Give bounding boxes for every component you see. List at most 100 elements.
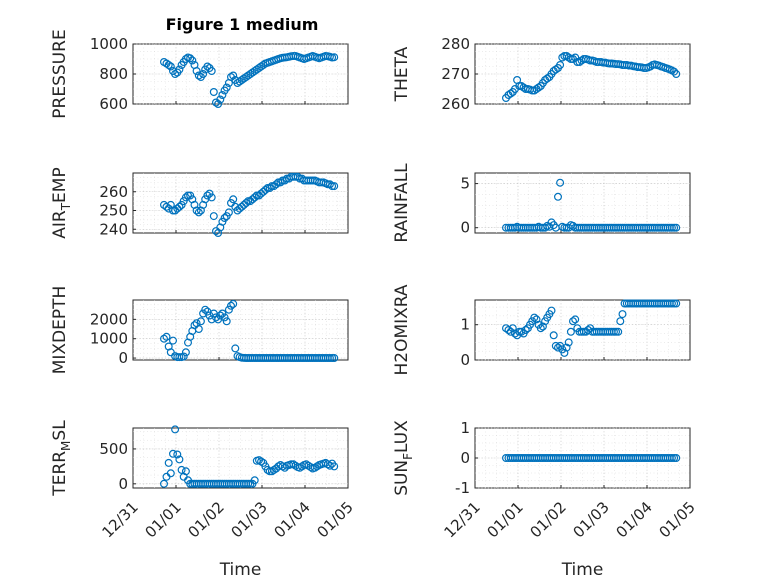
data-point	[192, 66, 201, 75]
data-point	[175, 202, 184, 211]
data-point	[162, 332, 171, 341]
data-point	[325, 180, 334, 189]
subplot-rainfall: 0 5 RAINFALL	[392, 163, 691, 243]
data-point	[216, 311, 225, 320]
data-point	[667, 454, 676, 463]
data-point	[175, 455, 184, 464]
data-point	[530, 313, 539, 322]
data-point	[218, 90, 227, 99]
data-point	[220, 313, 229, 322]
data-point	[250, 476, 259, 485]
data-point	[192, 206, 201, 215]
subplot-h2omixra: 0 1 H2OMIXRA	[392, 284, 691, 376]
y-tick-label: 0	[460, 351, 470, 369]
data-point	[207, 193, 216, 202]
data-point	[222, 83, 231, 92]
y-axis-label: TERRMSL	[50, 420, 73, 497]
data-point	[330, 354, 339, 363]
y-tick-label: 0	[118, 475, 128, 493]
data-point	[504, 326, 513, 335]
y-tick-label: 260	[99, 183, 128, 201]
y-tick-label: 0	[118, 349, 128, 367]
data-point	[224, 305, 233, 314]
data-point	[194, 208, 203, 217]
y-tick-label: 0	[460, 449, 470, 467]
data-point	[220, 214, 229, 223]
y-tick-label: 270	[441, 65, 470, 83]
data-point	[573, 57, 582, 66]
data-point	[173, 450, 182, 459]
data-point	[551, 341, 560, 350]
data-point	[553, 343, 562, 352]
data-point	[164, 458, 173, 467]
data-point	[616, 317, 625, 326]
data-point	[229, 299, 238, 308]
data-point	[181, 467, 190, 476]
data-point	[186, 191, 195, 200]
axes-frame	[132, 299, 349, 361]
data-point	[259, 60, 268, 69]
data-point	[506, 89, 515, 98]
data-point	[194, 325, 203, 334]
data-point	[188, 56, 197, 65]
data-point	[250, 193, 259, 202]
data-point	[556, 60, 565, 69]
data-point	[553, 192, 562, 201]
data-point	[538, 322, 547, 331]
data-point	[508, 324, 517, 333]
data-point	[562, 343, 571, 352]
data-point	[162, 202, 171, 211]
data-point	[564, 338, 573, 347]
y-axis-label: PRESSURE	[50, 29, 70, 118]
data-point	[171, 69, 180, 78]
data-point	[293, 172, 302, 181]
data-point	[166, 469, 175, 478]
data-point	[227, 301, 236, 310]
data-point	[214, 99, 223, 108]
data-point	[196, 317, 205, 326]
data-point	[566, 327, 575, 336]
data-point	[541, 223, 550, 232]
data-point	[614, 327, 623, 336]
data-point	[276, 178, 285, 187]
data-point	[667, 223, 676, 232]
data-point	[556, 178, 565, 187]
data-point	[244, 197, 253, 206]
y-axis-label: AIRTEMP	[50, 167, 73, 238]
y-tick-label: 2000	[90, 310, 128, 328]
data-point	[186, 54, 195, 63]
y-tick-label: 240	[99, 220, 128, 238]
data-point	[611, 327, 620, 336]
data-point	[672, 299, 681, 308]
data-point	[203, 62, 212, 71]
y-tick-label: -1	[455, 479, 470, 497]
data-point	[551, 65, 560, 74]
data-point	[169, 449, 178, 458]
data-point	[194, 71, 203, 80]
data-point	[265, 184, 274, 193]
data-point	[203, 191, 212, 200]
data-point	[672, 454, 681, 463]
data-point	[160, 334, 169, 343]
data-point	[231, 344, 240, 353]
data-point	[560, 223, 569, 232]
y-tick-label: 1000	[90, 330, 128, 348]
data-point	[618, 310, 627, 319]
y-tick-label: 0	[460, 219, 470, 237]
data-point	[667, 299, 676, 308]
data-point	[560, 51, 569, 60]
y-axis-label: H2OMIXRA	[392, 284, 412, 375]
data-point	[571, 315, 580, 324]
data-point	[169, 336, 178, 345]
y-tick-label: 280	[441, 35, 470, 53]
y-axis-label: RAINFALL	[392, 163, 412, 243]
data-point	[534, 83, 543, 92]
data-point	[287, 460, 296, 469]
data-point	[330, 53, 339, 62]
data-point	[536, 324, 545, 333]
data-point	[229, 195, 238, 204]
data-point	[325, 354, 334, 363]
data-point	[216, 95, 225, 104]
